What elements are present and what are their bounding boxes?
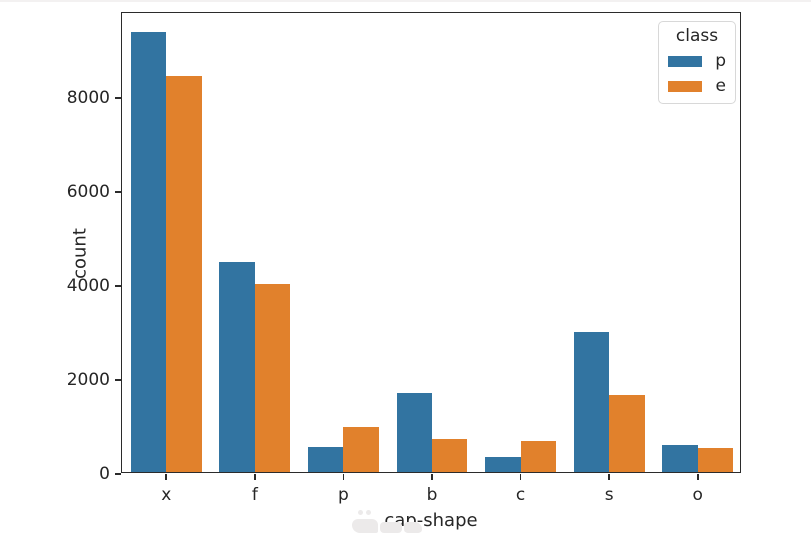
bar-p-x	[130, 32, 167, 472]
y-axis-tick	[115, 191, 121, 193]
y-axis-tick	[115, 473, 121, 475]
y-axis-tick-label: 0	[99, 464, 110, 484]
x-axis-tick-label: x	[161, 485, 172, 505]
x-axis-tick-label: b	[426, 485, 438, 505]
x-axis-tick	[254, 474, 256, 480]
x-axis-tick-label: p	[338, 485, 349, 505]
y-axis-tick-label: 6000	[66, 182, 110, 203]
x-axis-tick	[608, 474, 610, 480]
legend-title: class	[675, 26, 719, 46]
bar-p-p	[308, 447, 344, 472]
bar-e-p	[343, 427, 379, 472]
y-axis-tick	[115, 285, 121, 287]
legend-swatch-e	[668, 80, 702, 92]
bar-e-f	[254, 284, 291, 472]
x-axis-tick	[519, 474, 522, 480]
legend-label-p: p	[715, 51, 726, 71]
bar-p-s	[573, 332, 610, 472]
x-axis-tick-label: f	[251, 485, 258, 505]
bar-e-x	[166, 75, 202, 472]
legend: class p e	[658, 21, 736, 104]
y-axis-tick-label: 4000	[66, 276, 110, 297]
y-axis-tick-label: 2000	[66, 370, 110, 390]
x-axis-tick-label: o	[692, 485, 703, 505]
legend-item-p: p	[668, 51, 726, 71]
x-axis-tick-label: s	[604, 485, 614, 505]
bar-p-c	[485, 456, 521, 472]
legend-label-e: e	[715, 76, 726, 96]
x-axis-tick-label: c	[515, 485, 526, 505]
x-axis-tick	[696, 474, 699, 480]
x-axis-label: cap-shape	[384, 510, 478, 531]
x-axis-tick	[342, 474, 345, 480]
legend-item-e: e	[668, 76, 726, 96]
bar-e-s	[609, 395, 645, 472]
y-axis-tick	[115, 97, 121, 99]
bar-p-o	[662, 445, 698, 472]
x-axis-tick	[431, 474, 433, 480]
plot-area: count cap-shape class p e 0 2000 4000 6000 8…	[67, 12, 741, 531]
x-axis-tick	[165, 474, 168, 480]
bar-e-c	[520, 441, 556, 472]
bar-p-f	[219, 261, 255, 472]
bar-p-b	[396, 392, 432, 472]
legend-swatch-p	[668, 55, 702, 67]
bar-e-b	[432, 438, 468, 472]
bar-e-o	[697, 447, 734, 472]
y-axis-tick	[115, 379, 121, 381]
y-axis-tick-label: 8000	[66, 88, 110, 109]
watermark	[352, 507, 424, 539]
